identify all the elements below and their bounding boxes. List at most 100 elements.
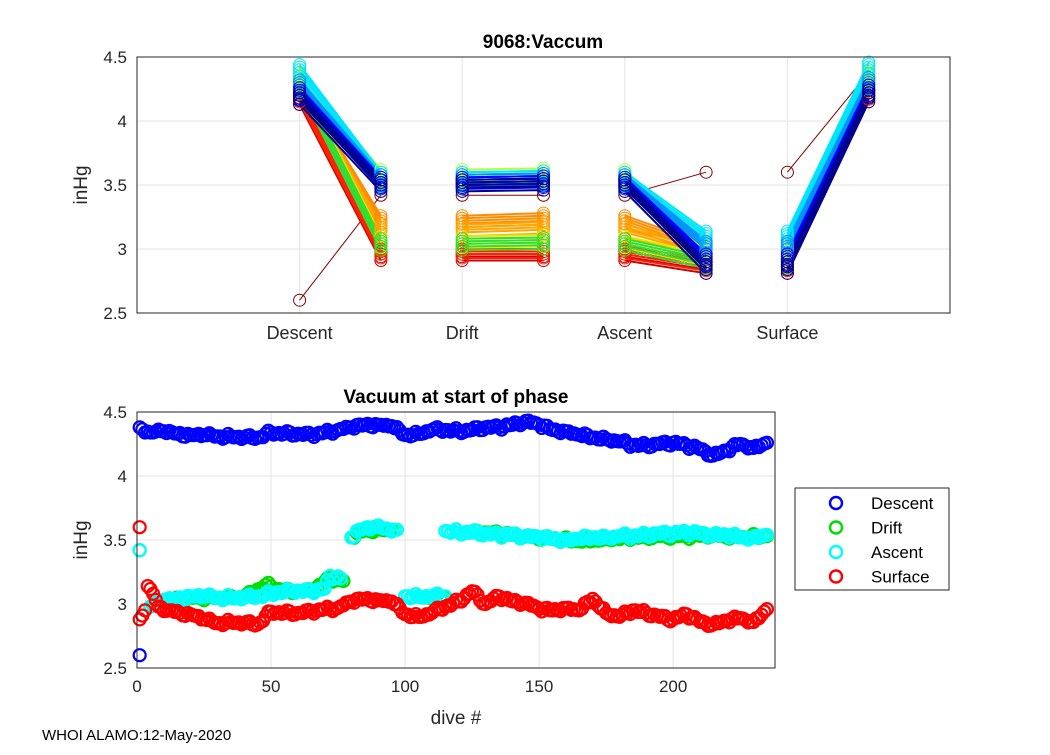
series-marker — [293, 58, 307, 72]
series-marker — [537, 172, 550, 186]
series-line — [462, 185, 544, 189]
y-axis-label: inHg — [71, 165, 92, 204]
series-marker — [537, 233, 550, 247]
scatter-point — [199, 428, 214, 443]
scatter-point — [213, 590, 228, 605]
series-marker — [862, 70, 876, 84]
scatter-point — [620, 528, 635, 544]
y-tick-label: 4.5 — [103, 403, 127, 422]
series-marker — [293, 60, 307, 74]
legend-label: Drift — [871, 519, 902, 538]
scatter-point — [317, 425, 332, 440]
series-marker — [618, 181, 632, 195]
legend-label: Descent — [871, 494, 934, 513]
scatter-point — [132, 543, 147, 558]
x-tick-label: Ascent — [597, 323, 652, 343]
series-marker — [699, 165, 713, 179]
series-line — [462, 189, 544, 193]
series-line — [462, 219, 544, 225]
series-marker — [699, 239, 713, 253]
scatter-point — [132, 520, 147, 535]
series-marker — [618, 237, 632, 251]
series-marker — [455, 247, 469, 261]
x-tick-label: 0 — [132, 677, 141, 696]
scatter-point — [137, 603, 153, 618]
series-marker — [862, 60, 876, 74]
legend-label: Ascent — [871, 543, 923, 562]
series-marker — [455, 237, 469, 251]
scatter-point — [213, 429, 228, 444]
series-marker — [374, 239, 388, 253]
series-line — [624, 246, 707, 267]
series-marker — [618, 178, 632, 192]
series-line — [624, 171, 707, 232]
scatter-point — [749, 528, 764, 543]
series-line — [298, 97, 382, 255]
series-marker — [780, 260, 794, 274]
series-line — [462, 212, 544, 217]
series-marker — [618, 165, 632, 179]
series-marker — [374, 229, 388, 243]
series-marker — [374, 163, 388, 177]
series-marker — [618, 163, 632, 177]
series-line — [462, 217, 544, 222]
y-tick-label: 4.5 — [103, 48, 127, 67]
series-marker — [293, 81, 307, 95]
series-line — [624, 179, 707, 263]
series-marker — [455, 234, 469, 248]
series-marker — [780, 242, 794, 256]
series-line — [462, 167, 544, 171]
series-line — [624, 249, 707, 270]
chart-vacuum-start: 2.5 3 3.5 4 4.5 0 50 100 150 200 Vacuum at start… — [71, 387, 950, 729]
series-marker — [780, 165, 794, 179]
series-line — [624, 176, 707, 245]
x-tick-label: Drift — [446, 323, 479, 343]
series-line — [462, 248, 544, 252]
scatter-point — [231, 615, 246, 630]
series-line — [462, 226, 544, 231]
series-marker — [537, 164, 550, 178]
series-marker — [374, 165, 388, 179]
series-marker — [293, 73, 307, 87]
series-marker — [862, 76, 876, 90]
series-marker — [455, 163, 469, 177]
legend-marker — [828, 544, 844, 560]
series-marker — [455, 165, 469, 179]
series-line — [462, 181, 544, 185]
series-marker — [699, 227, 713, 241]
series-marker — [455, 239, 469, 253]
series-line — [624, 190, 707, 275]
series-marker — [862, 91, 876, 105]
series-marker — [699, 232, 713, 246]
series-marker — [862, 55, 876, 69]
scatter-point — [759, 435, 775, 450]
series-marker — [618, 232, 632, 246]
series-marker — [374, 168, 388, 182]
x-axis-label: dive # — [431, 708, 482, 729]
series-line — [786, 94, 870, 268]
series-line — [462, 236, 544, 240]
plot-frame — [136, 56, 951, 314]
series-marker — [293, 63, 307, 77]
series-marker — [293, 94, 307, 108]
series-line — [786, 61, 870, 232]
series-marker — [699, 247, 713, 261]
scatter-point — [406, 590, 421, 605]
series-line — [624, 259, 707, 275]
scatter-point — [330, 569, 346, 584]
series-marker — [699, 250, 713, 264]
y-tick-labels: 2.5 3 3.5 4 4.5 — [103, 403, 127, 678]
x-tick-labels: 0 50 100 150 200 — [132, 677, 687, 696]
series-marker — [699, 252, 713, 266]
scatter-point — [491, 527, 506, 542]
legend: Descent Drift Ascent Surface — [794, 487, 950, 591]
series-line — [624, 184, 707, 268]
series-marker — [699, 257, 713, 271]
series-line — [298, 79, 382, 176]
series-line — [786, 89, 870, 263]
series-markers — [132, 413, 775, 663]
series-marker — [699, 237, 713, 251]
series-marker — [618, 239, 632, 253]
x-tick-label: 100 — [391, 677, 419, 696]
series-marker — [374, 178, 388, 192]
